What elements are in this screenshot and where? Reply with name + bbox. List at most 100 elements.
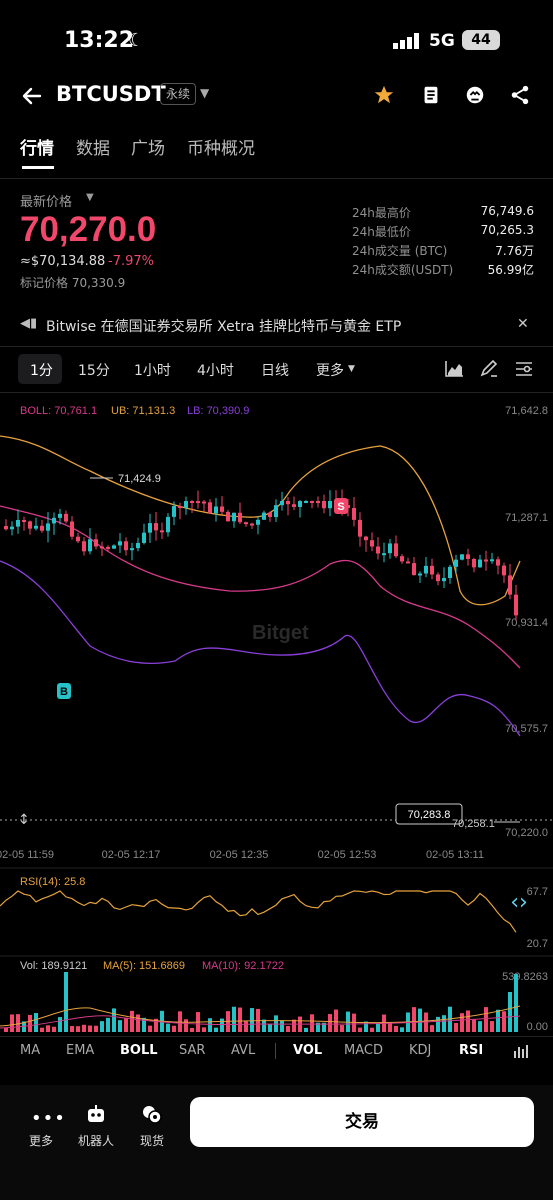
candle-body [280, 501, 284, 506]
candle-body [460, 554, 464, 560]
indicator-avl[interactable]: AVL [231, 1043, 256, 1058]
candle-body [484, 559, 488, 562]
candle-body [4, 526, 8, 530]
indicator-macd[interactable]: MACD [344, 1043, 383, 1058]
volume-bar [64, 972, 68, 1032]
volume-bar [376, 1023, 380, 1032]
star-icon[interactable] [373, 84, 395, 106]
volume-bar [148, 1025, 152, 1032]
latest-price-label[interactable]: 最新价格 [20, 195, 73, 210]
volume-bar [130, 1010, 134, 1032]
volume-bar [10, 1014, 14, 1032]
candle-body [88, 539, 92, 552]
volume-bar [112, 1008, 116, 1032]
more-dots-icon[interactable]: ••• [31, 1108, 66, 1129]
indicator-ema[interactable]: EMA [66, 1043, 95, 1058]
candle-body [352, 507, 356, 520]
robot-icon[interactable] [85, 1103, 107, 1125]
candle-body [466, 554, 470, 559]
main-tabs: 行情 数据 广场 币种概况 [0, 134, 553, 164]
chevron-down-icon[interactable]: ▼ [200, 86, 210, 100]
chevron-down-icon[interactable]: ▼ [86, 192, 94, 203]
candle-body [358, 519, 362, 537]
candlestick-chart[interactable]: BOLL: 70,761.1 UB: 71,131.3 LB: 70,390.9 71… [0, 396, 553, 1036]
candle-body [400, 556, 404, 562]
candle-body [286, 501, 290, 505]
chevron-down-icon[interactable]: ▼ [348, 364, 355, 374]
coins-icon[interactable] [141, 1103, 163, 1125]
chart-type-icon[interactable] [444, 360, 464, 378]
volume-bar [280, 1020, 284, 1032]
spot-button[interactable]: 现货 [139, 1134, 164, 1148]
volume-bar [202, 1027, 206, 1032]
news-ticker[interactable]: ◀▮ Bitwise 在德国证券交易所 Xetra 挂牌比特币与黄金 ETP ✕ [20, 316, 533, 336]
candle-body [238, 512, 242, 523]
x-axis-tick: 02-05 12:35 [210, 849, 269, 861]
volume-bar [100, 1021, 104, 1032]
timeframe-1m[interactable]: 1分 [30, 363, 53, 379]
usd-price: ≈$70,134.88 [20, 254, 106, 269]
timeframe-1h[interactable]: 1小时 [134, 363, 171, 379]
settings-sliders-icon[interactable] [514, 360, 534, 378]
candle-body [196, 501, 200, 504]
share-icon[interactable] [509, 84, 531, 106]
candle-body [190, 501, 194, 503]
network-type: 5G [429, 31, 455, 51]
timeframe-more[interactable]: 更多 [316, 363, 344, 379]
tab-square[interactable]: 广场 [131, 139, 165, 159]
close-icon[interactable]: ✕ [517, 316, 529, 332]
indicator-kdj[interactable]: KDJ [409, 1043, 432, 1058]
news-text[interactable]: Bitwise 在德国证券交易所 Xetra 挂牌比特币与黄金 ETP [46, 319, 402, 335]
tab-market[interactable]: 行情 [20, 139, 54, 159]
volume-bar [496, 1009, 500, 1032]
more-button[interactable]: 更多 [28, 1134, 53, 1148]
vol-legend: Vol: 189.9121 [20, 960, 87, 972]
ma5-legend: MA(5): 151.6869 [103, 960, 185, 972]
trade-button[interactable]: 交易 [190, 1097, 534, 1147]
volume-bar [88, 1025, 92, 1032]
candle-body [16, 520, 20, 527]
volume-bar [400, 1027, 404, 1032]
draw-pen-icon[interactable] [479, 360, 499, 378]
timeframe-15m[interactable]: 15分 [78, 363, 110, 379]
volume-bar [28, 1014, 32, 1032]
volume-bar [418, 1008, 422, 1032]
candle-body [304, 501, 308, 503]
watermark: Bitget [252, 622, 309, 644]
battery-icon: 44 [462, 30, 500, 50]
candle-body [310, 501, 314, 503]
mark-price: 标记价格 70,330.9 [20, 276, 126, 290]
rsi-lower-label: 20.7 [527, 938, 548, 950]
volume-bar [82, 1024, 86, 1032]
indicator-vol[interactable]: VOL [293, 1043, 323, 1058]
tab-data[interactable]: 数据 [76, 139, 110, 159]
indicator-boll[interactable]: BOLL [120, 1043, 158, 1058]
candle-body [508, 575, 512, 595]
volume-bar [304, 1027, 308, 1032]
y-axis-tick: 71,642.8 [505, 405, 548, 417]
notebook-icon[interactable] [420, 84, 442, 106]
candle-body [142, 532, 146, 543]
candle-body [274, 505, 278, 518]
volume-bar [136, 1014, 140, 1032]
indicator-rsi[interactable]: RSI [459, 1043, 484, 1058]
boll-legend: BOLL: 70,761.1 [20, 405, 97, 417]
volume-bar [466, 1010, 470, 1032]
candle-body [514, 594, 518, 616]
volume-bar [442, 1015, 446, 1032]
indicator-settings-icon[interactable] [512, 1042, 530, 1060]
back-arrow-icon[interactable] [20, 84, 44, 108]
tab-coin-overview[interactable]: 币种概况 [187, 139, 255, 159]
indicator-sar[interactable]: SAR [179, 1043, 206, 1058]
bot-button[interactable]: 机器人 [77, 1134, 114, 1148]
volume-bar [40, 1027, 44, 1032]
volume-bar [514, 974, 518, 1032]
bot-face-icon[interactable] [464, 84, 486, 106]
timeframe-4h[interactable]: 4小时 [197, 363, 234, 379]
y-axis-tick: 70,931.4 [505, 617, 548, 629]
candle-body [166, 516, 170, 533]
volume-bar [328, 1014, 332, 1032]
timeframe-day[interactable]: 日线 [261, 363, 289, 379]
pair-title[interactable]: BTCUSDT [56, 82, 166, 106]
indicator-ma[interactable]: MA [20, 1043, 41, 1058]
